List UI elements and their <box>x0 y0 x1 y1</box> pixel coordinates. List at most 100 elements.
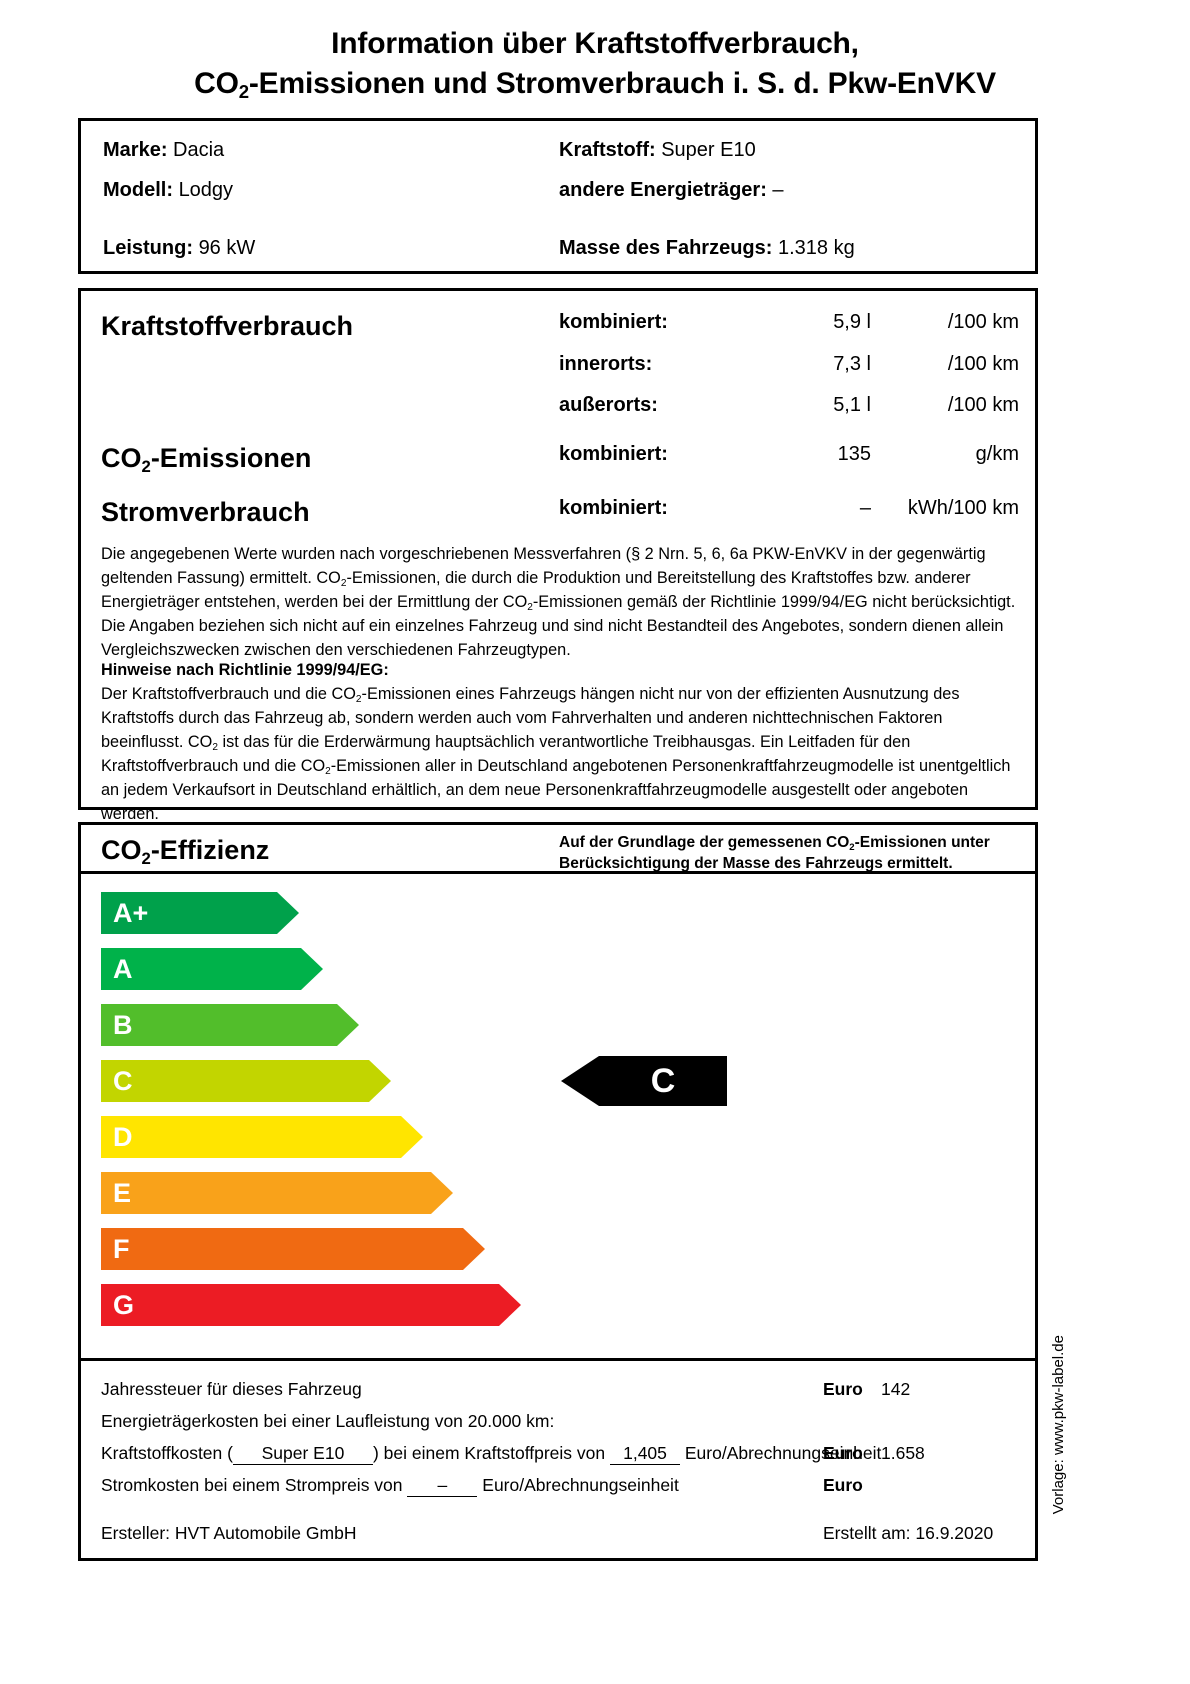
title-line-1: Information über Kraftstoffverbrauch, <box>331 27 859 60</box>
field-marke: Marke: Dacia <box>103 139 224 162</box>
efficiency-bar-e: E <box>101 1172 453 1214</box>
efficiency-bar-b: B <box>101 1004 359 1046</box>
annual-tax-value: 142 <box>881 1379 911 1399</box>
efficiency-bar-label: F <box>113 1233 130 1264</box>
fuel-combined-value: 5,9 l <box>833 311 871 333</box>
fuel-extraurban-value: 5,1 l <box>833 394 871 416</box>
electricity-cost-prefix: Stromkosten bei einem Strompreis von <box>101 1475 403 1495</box>
directive-note-heading: Hinweise nach Richtlinie 1999/94/EG: <box>101 661 389 679</box>
marke-label: Marke: <box>103 139 168 161</box>
co2-efficiency-title: CO2-Effizienz <box>101 835 270 868</box>
efficiency-bar-tip-icon <box>499 1284 521 1326</box>
measurement-note-paragraph: Die angegebenen Werte wurden nach vorges… <box>101 545 1016 659</box>
modell-label: Modell: <box>103 179 173 201</box>
fuel-price-field[interactable]: 1,405 <box>610 1443 680 1465</box>
efficiency-bar-body: D <box>101 1116 401 1158</box>
fuel-cost-currency: Euro <box>823 1443 863 1463</box>
efficiency-bar-body: A <box>101 948 301 990</box>
electricity-cost-currency: Euro <box>823 1475 863 1495</box>
electricity-cost-suffix: Euro/Abrechnungseinheit <box>482 1475 679 1495</box>
masse-label: Masse des Fahrzeugs: <box>559 237 773 259</box>
efficiency-result-arrow: C <box>561 1056 727 1106</box>
efficiency-bar-g: G <box>101 1284 521 1326</box>
co2-subscript: 2 <box>141 456 151 476</box>
efficiency-bar-c: C <box>101 1060 391 1102</box>
fuel-cost-prefix: Kraftstoffkosten ( <box>101 1443 233 1463</box>
fuel-combined-unit: /100 km <box>947 311 1019 333</box>
efficiency-bar-d: D <box>101 1116 423 1158</box>
efficiency-bar-label: A+ <box>113 897 149 928</box>
efficiency-bar-label: B <box>113 1009 133 1040</box>
efficiency-bar-body: E <box>101 1172 431 1214</box>
costs-box: Jahressteuer für dieses Fahrzeug Euro 14… <box>78 1361 1038 1561</box>
co2-emissions-title: CO2-Emissionen <box>101 443 312 476</box>
efficiency-bar-aplus: A+ <box>101 892 299 934</box>
efficiency-bar-label: C <box>113 1065 133 1096</box>
co2-efficiency-note: Auf der Grundlage der gemessenen CO2-Emi… <box>559 834 990 872</box>
efficiency-bar-tip-icon <box>401 1116 423 1158</box>
efficiency-bar-tip-icon <box>369 1060 391 1102</box>
andere-label: andere Energieträger: <box>559 179 767 201</box>
power-combined-unit: kWh/100 km <box>907 497 1019 519</box>
template-credit: Vorlage: www.pkw-label.de <box>1050 1335 1067 1515</box>
directive-note-paragraph: Der Kraftstoffverbrauch und die CO2-Emis… <box>101 685 1011 823</box>
fuel-combined-key: kombiniert: <box>559 311 668 333</box>
consumption-values-box: Kraftstoffverbrauch kombiniert: 5,9 l /1… <box>78 288 1038 823</box>
andere-value: – <box>772 179 784 201</box>
fuel-urban-key: innerorts: <box>559 353 653 375</box>
energy-cost-label: Energieträgerkosten bei einer Laufleistu… <box>101 1411 555 1431</box>
field-modell: Modell: Lodgy <box>103 179 233 202</box>
co2-combined-value: 135 <box>837 443 871 465</box>
arrow-body: C <box>599 1056 727 1106</box>
page-title: Information über Kraftstoffverbrauch, CO… <box>78 24 1112 103</box>
field-masse: Masse des Fahrzeugs: 1.318 kg <box>559 237 855 260</box>
power-consumption-title: Stromverbrauch <box>101 497 310 527</box>
efficiency-bar-tip-icon <box>337 1004 359 1046</box>
fuel-cost-suffix: Euro/Abrechnungseinheit <box>684 1443 882 1463</box>
efficiency-bar-body: B <box>101 1004 337 1046</box>
power-combined-key: kombiniert: <box>559 497 668 519</box>
fuel-type-field[interactable]: Super E10 <box>232 1443 373 1465</box>
fuel-cost-middle: ) bei einem Kraftstoffpreis von <box>372 1443 606 1463</box>
efficiency-bar-label: E <box>113 1177 132 1208</box>
modell-value: Lodgy <box>178 179 234 201</box>
marke-value: Dacia <box>173 139 225 161</box>
creator-label: Ersteller: HVT Automobile GmbH <box>101 1523 357 1543</box>
annual-tax-label: Jahressteuer für dieses Fahrzeug <box>101 1379 362 1399</box>
efficiency-bar-body: A+ <box>101 892 277 934</box>
co2-subscript: 2 <box>238 80 249 102</box>
fuel-cost-row: Kraftstoffkosten (Super E10) bei einem K… <box>101 1443 881 1465</box>
power-combined-value: – <box>859 497 871 519</box>
arrow-point-icon <box>561 1056 599 1106</box>
annual-tax-currency: Euro <box>823 1379 863 1399</box>
masse-value: 1.318 kg <box>777 237 855 259</box>
title-line-2: CO2-Emissionen und Stromverbrauch i. S. … <box>194 66 996 102</box>
vehicle-info-box: Marke: Dacia Modell: Lodgy Leistung: 96 … <box>78 118 1038 274</box>
efficiency-bar-body: G <box>101 1284 499 1326</box>
efficiency-bar-f: F <box>101 1228 485 1270</box>
co2-efficiency-header-box: CO2-Effizienz Auf der Grundlage der geme… <box>78 822 1038 874</box>
field-kraftstoff: Kraftstoff: Super E10 <box>559 139 756 162</box>
electricity-price-field[interactable]: – <box>407 1475 478 1497</box>
co2-combined-unit: g/km <box>975 443 1019 465</box>
efficiency-bar-tip-icon <box>301 948 323 990</box>
efficiency-bar-a: A <box>101 948 323 990</box>
kraftstoff-value: Super E10 <box>661 139 756 161</box>
kraftstoff-label: Kraftstoff: <box>559 139 656 161</box>
leistung-value: 96 kW <box>198 237 256 259</box>
fuel-consumption-title: Kraftstoffverbrauch <box>101 311 354 341</box>
efficiency-bar-body: C <box>101 1060 369 1102</box>
fuel-cost-value: 1.658 <box>881 1443 925 1463</box>
efficiency-bar-tip-icon <box>277 892 299 934</box>
fuel-extraurban-unit: /100 km <box>947 394 1019 416</box>
field-leistung: Leistung: 96 kW <box>103 237 255 260</box>
fuel-urban-value: 7,3 l <box>833 353 871 375</box>
created-date-label: Erstellt am: 16.9.2020 <box>823 1523 994 1543</box>
co2-combined-key: kombiniert: <box>559 443 668 465</box>
electricity-cost-row: Stromkosten bei einem Strompreis von – E… <box>101 1475 679 1497</box>
fuel-extraurban-key: außerorts: <box>559 394 658 416</box>
co2-subscript: 2 <box>141 848 151 868</box>
efficiency-bar-label: G <box>113 1289 135 1320</box>
efficiency-bar-tip-icon <box>463 1228 485 1270</box>
